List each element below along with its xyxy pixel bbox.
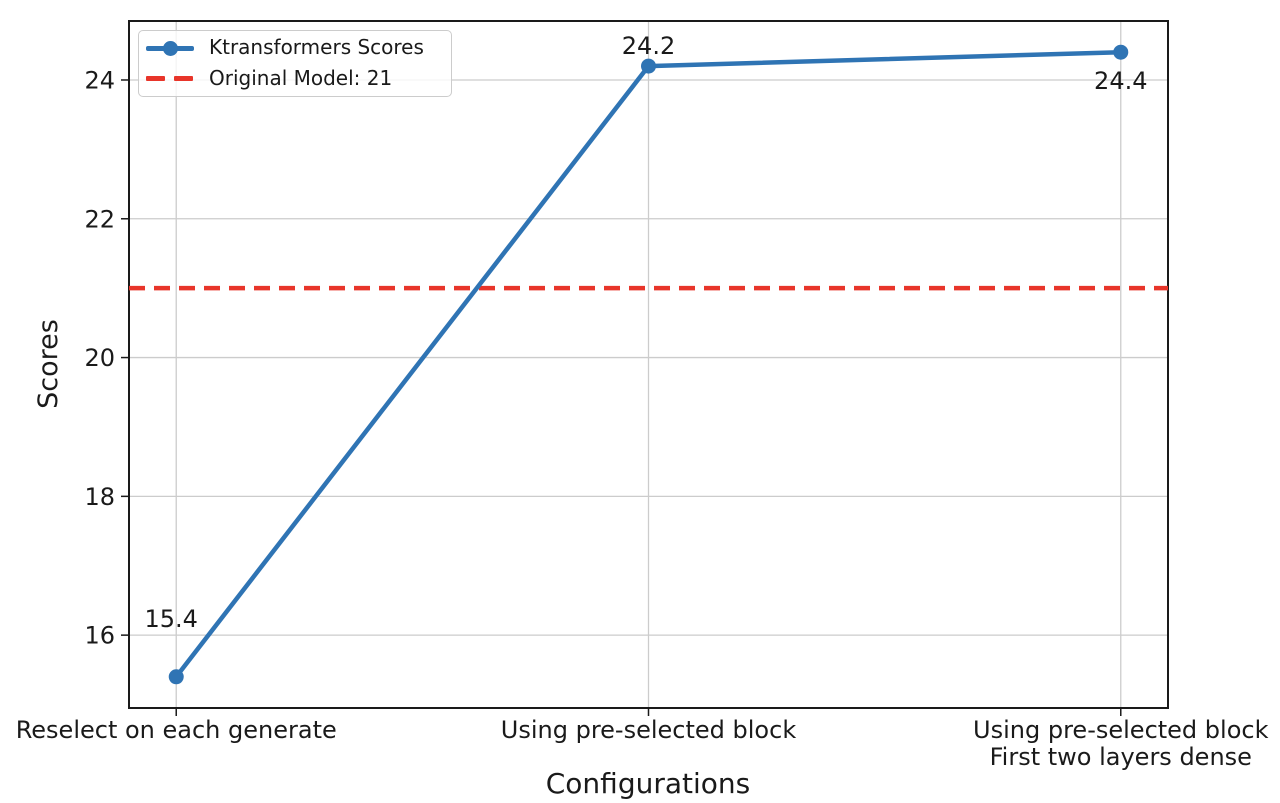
data-point [168,669,184,685]
x-tick-label: Using pre-selected block First two layers… [973,716,1269,771]
x-axis-label: Configurations [546,767,750,800]
y-axis-label: Scores [33,319,64,409]
axis-layer: 16 18 20 22 24 Reselect on each generate Using… [16,20,1269,771]
y-tick-label: 22 [84,205,115,233]
data-point [641,58,656,74]
series-dot-glyph [162,40,178,56]
legend-entry-series: Ktransformers Scores [146,33,443,63]
point-value-label: 24.2 [622,32,675,60]
y-tick-label: 16 [84,622,115,650]
data-layer: 15.4 24.2 24.4 [129,32,1168,685]
point-value-label: 15.4 [145,605,198,633]
point-value-label: 24.4 [1094,67,1147,95]
legend: Ktransformers Scores Original Model: 21 [138,30,452,97]
data-point [1113,44,1129,60]
legend-series-label: Ktransformers Scores [209,35,424,60]
legend-entry-reference: Original Model: 21 [146,64,443,94]
series-line-marker [146,40,194,56]
y-tick-label: 18 [84,483,115,511]
dash-glyph [174,76,193,81]
x-tick-label: Using pre-selected block [501,716,797,744]
x-tick-label: Reselect on each generate [16,716,337,744]
y-tick-label: 20 [84,344,115,372]
legend-reference-label: Original Model: 21 [209,65,393,90]
y-tick-label: 24 [84,66,115,94]
grid-layer [129,21,1168,708]
reference-dash-marker [146,71,194,87]
dash-glyph [146,76,165,81]
